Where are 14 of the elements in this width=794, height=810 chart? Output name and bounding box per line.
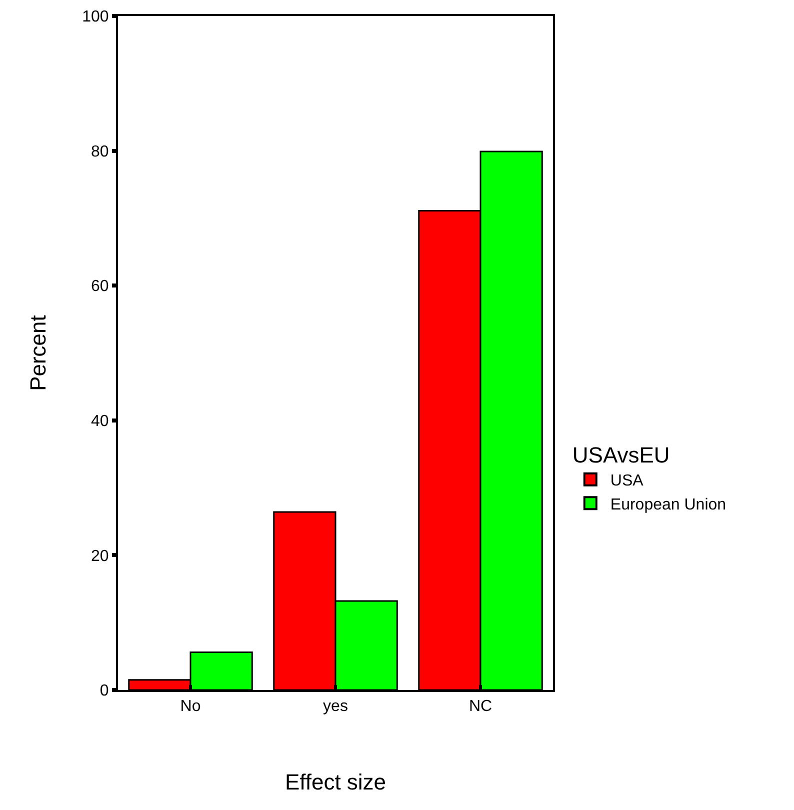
x-tick-label: No [180,698,201,716]
y-tick-label: 20 [91,548,109,565]
y-tick-label: 80 [91,143,109,160]
y-tick-label: 0 [100,682,109,700]
x-tick-label: NC [468,698,492,716]
y-tick-label: 100 [82,8,109,26]
legend-label: USA [610,472,644,490]
y-tick-label: 40 [91,413,109,430]
legend-title: USAvsEU [572,442,670,468]
x-tick-label: yes [323,698,348,716]
y-tick-label: 60 [91,278,109,296]
legend-label: European Union [610,496,726,514]
y-axis-title: Percent [25,315,50,391]
x-axis-title: Effect size [284,770,386,795]
